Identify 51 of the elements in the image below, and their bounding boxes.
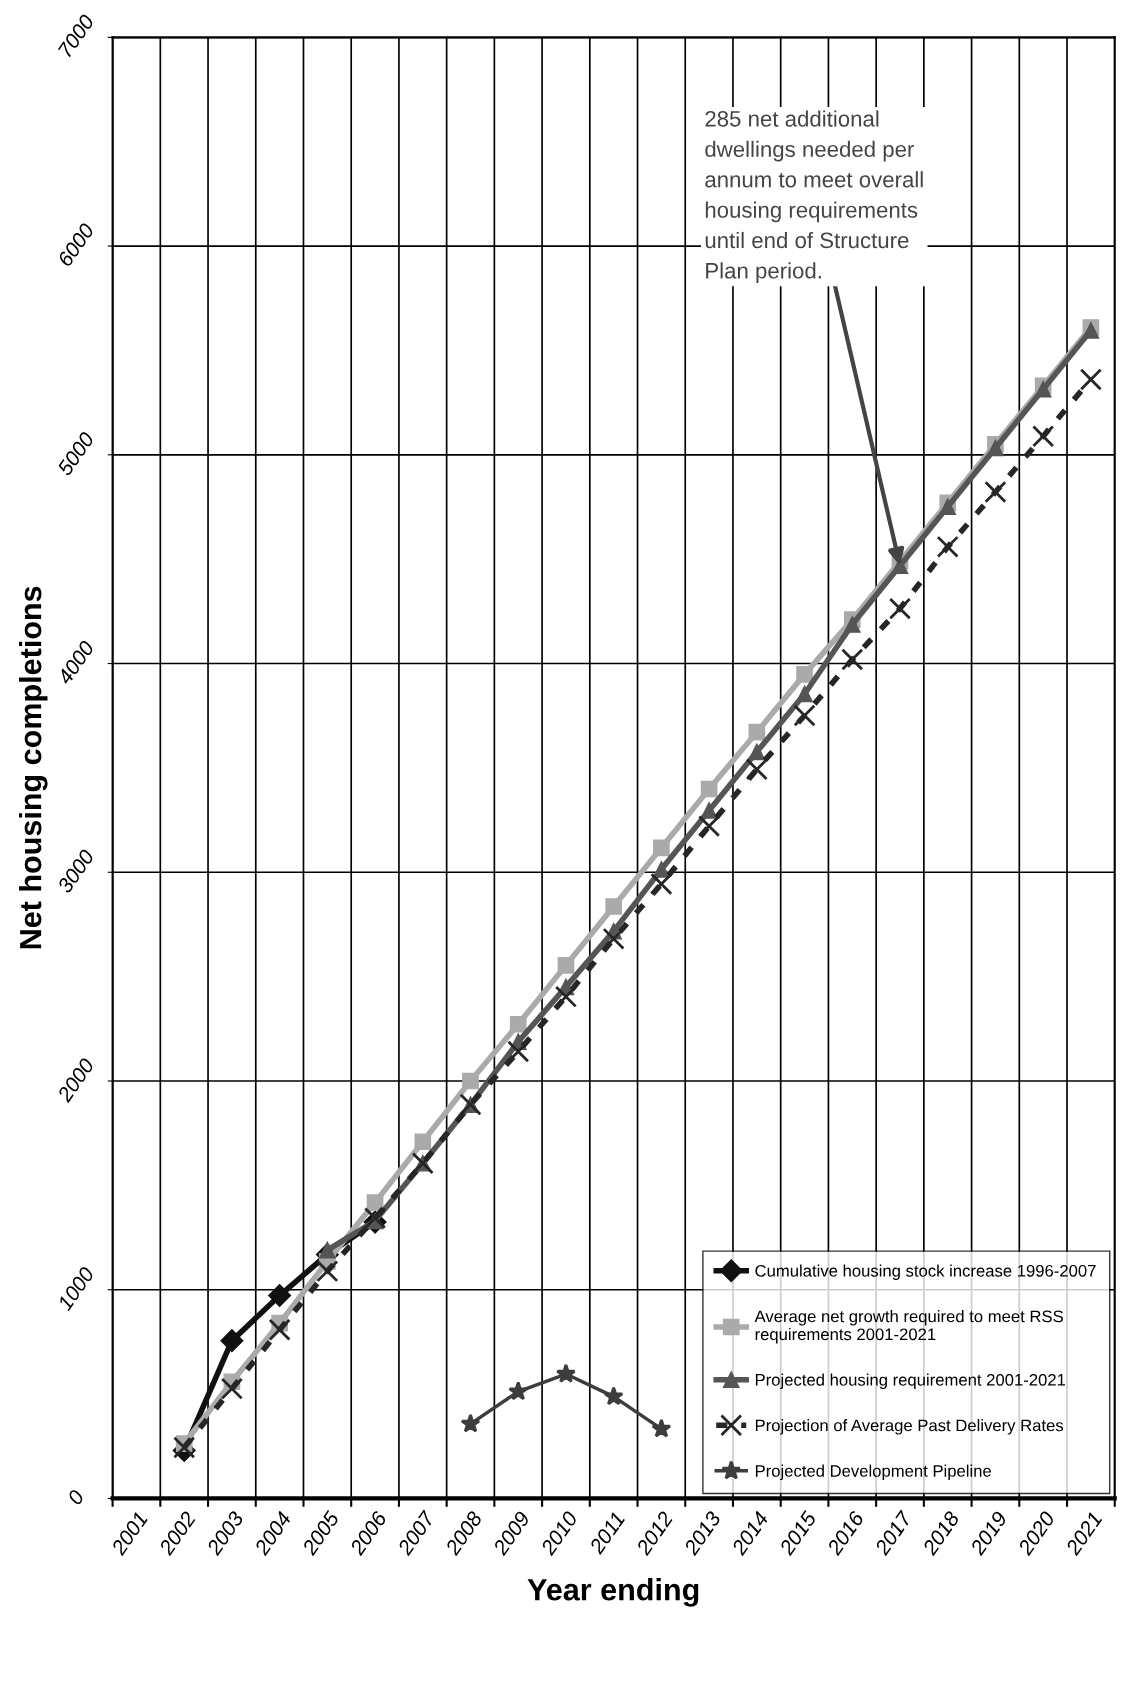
point [462, 1072, 479, 1090]
point [796, 685, 813, 703]
legend-label: Projected housing requirement 2001-2021 [755, 1373, 1066, 1390]
point [1079, 368, 1102, 391]
point [651, 1418, 672, 1438]
point [319, 1241, 336, 1259]
point [793, 704, 816, 727]
point [268, 1284, 292, 1308]
y-axis-title: Net housing completions [18, 586, 48, 949]
point [796, 666, 813, 683]
point [605, 898, 623, 915]
point [555, 1363, 576, 1383]
point [507, 1040, 530, 1063]
point [653, 839, 670, 857]
point [603, 1386, 624, 1406]
point [936, 535, 959, 558]
point [984, 480, 1007, 504]
point [843, 616, 861, 633]
legend-label: Cumulative housing stock increase 1996-2007 [755, 1264, 1096, 1281]
legend-label: Projection of Average Past Delivery Rates [755, 1419, 1064, 1435]
point [748, 723, 766, 741]
point [366, 1194, 384, 1211]
point [557, 957, 575, 974]
annotation: 285 net additional dwellings needed per annum to meet overall housing requirements until end of Structure Plan period. [705, 110, 923, 283]
point [891, 557, 909, 574]
point [653, 861, 670, 878]
point [700, 802, 718, 819]
legend-label: Average net growth required to meet RSS requirements 2001-2021 [754, 1310, 1063, 1344]
point [1032, 425, 1055, 448]
point [939, 498, 957, 516]
point [841, 648, 864, 671]
point [220, 1377, 244, 1400]
point [414, 1133, 432, 1151]
point [700, 780, 718, 798]
y-tick-label: 0 [66, 1488, 85, 1506]
point [554, 985, 578, 1008]
point [316, 1260, 339, 1283]
point [268, 1318, 291, 1341]
point [220, 1329, 244, 1353]
point [748, 743, 766, 761]
point [650, 872, 673, 896]
point [460, 1413, 481, 1433]
point [509, 1015, 527, 1033]
x-axis-title: Year ending [527, 1578, 699, 1607]
point [508, 1381, 529, 1401]
legend-label: Projected Development Pipeline [755, 1464, 991, 1481]
point [745, 758, 768, 781]
point [888, 597, 912, 620]
point [698, 815, 721, 838]
point [602, 927, 625, 950]
point [987, 439, 1004, 457]
